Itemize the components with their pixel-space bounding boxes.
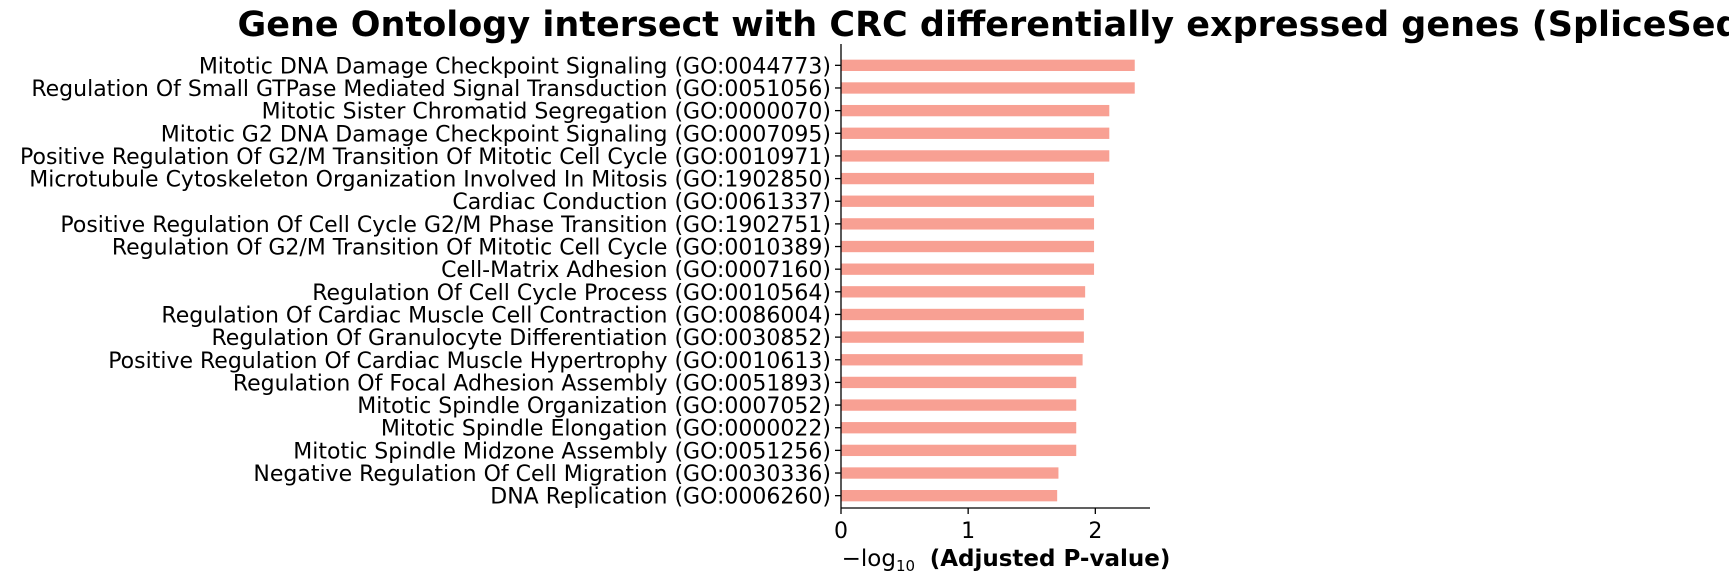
x-axis-label-text: (Adjusted P-value) xyxy=(930,546,1171,572)
y-tick-marks xyxy=(835,64,841,497)
y-tick-label: Positive Regulation Of G2/M Transition O… xyxy=(20,145,831,170)
bar xyxy=(841,286,1086,298)
bar xyxy=(841,490,1058,502)
y-tick-label: Regulation Of Cell Cycle Process (GO:001… xyxy=(312,281,831,306)
y-tick-label: Positive Regulation Of Cell Cycle G2/M P… xyxy=(60,213,831,238)
x-axis-label-subscript: 10 xyxy=(896,557,915,575)
y-tick-label: Mitotic Spindle Elongation (GO:0000022) xyxy=(381,417,831,442)
y-tick-label: DNA Replication (GO:0006260) xyxy=(490,485,831,510)
bar xyxy=(841,104,1110,117)
y-tick-label: Mitotic G2 DNA Damage Checkpoint Signali… xyxy=(161,122,831,147)
y-tick-label: Positive Regulation Of Cardiac Muscle Hy… xyxy=(108,349,831,374)
bar xyxy=(841,195,1095,207)
bar xyxy=(841,218,1095,230)
y-tick-label: Cardiac Conduction (GO:0061337) xyxy=(452,190,831,215)
bar xyxy=(841,172,1095,185)
y-tick-label: Negative Regulation Of Cell Migration (G… xyxy=(253,462,831,487)
y-tick-label: Microtubule Cytoskeleton Organization In… xyxy=(29,168,831,193)
x-tick-label: 1 xyxy=(961,519,975,544)
bar xyxy=(841,59,1135,71)
y-tick-label: Regulation Of Granulocyte Differentiatio… xyxy=(211,326,831,351)
bar xyxy=(841,467,1059,479)
y-tick-label: Mitotic Sister Chromatid Segregation (GO… xyxy=(262,100,831,125)
bar xyxy=(841,82,1135,94)
x-tick-group: 0 1 2 xyxy=(834,508,1102,544)
x-axis-label: −log10 (Adjusted P-value) xyxy=(842,546,1171,575)
x-axis-label-prefix: −log xyxy=(842,546,896,572)
bar xyxy=(841,240,1095,253)
bar xyxy=(841,422,1077,434)
y-tick-label: Mitotic DNA Damage Checkpoint Signaling … xyxy=(199,54,831,79)
y-tick-labels: Mitotic DNA Damage Checkpoint Signaling … xyxy=(20,54,831,509)
bar xyxy=(841,127,1110,139)
bar xyxy=(841,263,1095,275)
bar xyxy=(841,399,1077,411)
y-tick-label: Regulation Of Small GTPase Mediated Sign… xyxy=(31,77,831,102)
y-tick-label: Mitotic Spindle Midzone Assembly (GO:005… xyxy=(293,439,831,464)
bar xyxy=(841,308,1084,321)
bar-group xyxy=(841,59,1135,502)
bar xyxy=(841,444,1077,457)
bar xyxy=(841,150,1110,162)
bar xyxy=(841,376,1077,389)
y-tick-label: Cell-Matrix Adhesion (GO:0007160) xyxy=(441,258,831,283)
y-tick-label: Regulation Of G2/M Transition Of Mitotic… xyxy=(112,236,831,261)
x-tick-label: 0 xyxy=(834,519,848,544)
y-tick-label: Mitotic Spindle Organization (GO:0007052… xyxy=(357,394,831,419)
y-tick-label: Regulation Of Focal Adhesion Assembly (G… xyxy=(233,371,831,396)
y-tick-label: Regulation Of Cardiac Muscle Cell Contra… xyxy=(161,303,831,328)
bar xyxy=(841,354,1083,366)
chart-title: Gene Ontology intersect with CRC differe… xyxy=(238,5,1729,45)
x-tick-label: 2 xyxy=(1088,519,1102,544)
bar xyxy=(841,331,1084,343)
